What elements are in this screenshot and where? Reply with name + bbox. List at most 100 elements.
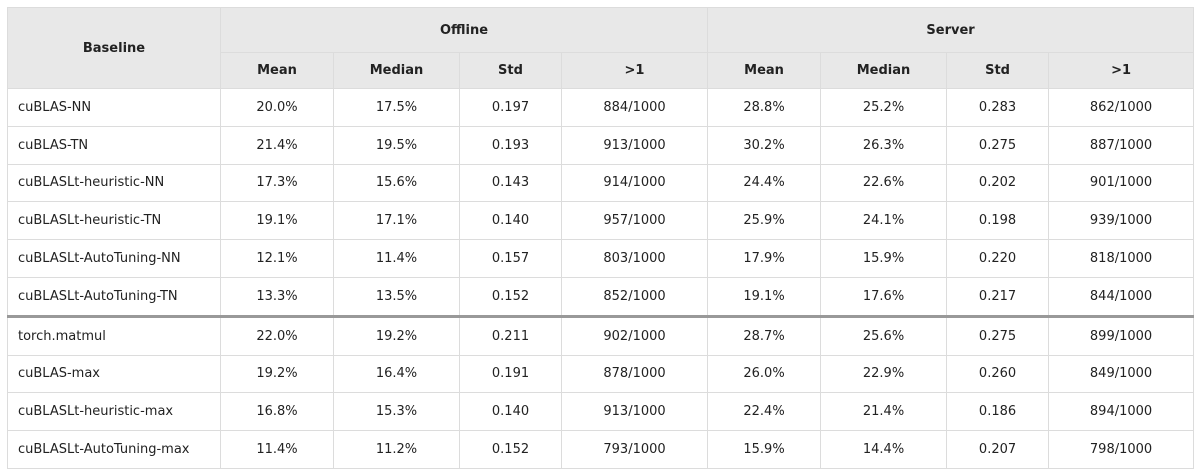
column-header: Mean xyxy=(220,52,334,89)
value-cell: 0.193 xyxy=(459,125,562,165)
value-cell: 939/1000 xyxy=(1048,201,1195,241)
value-cell: 957/1000 xyxy=(560,201,709,241)
value-cell: 0.207 xyxy=(946,430,1050,469)
baseline-cell: cuBLASLt-heuristic-max xyxy=(7,392,221,432)
value-cell: 22.9% xyxy=(820,354,948,394)
column-header: Std xyxy=(459,52,562,89)
table-header: Baseline Offline Server Mean Median Std >1 M… xyxy=(7,7,1195,89)
table-row: torch.matmul 22.0% 19.2% 0.211 902/1000 28.7%… xyxy=(7,314,1195,356)
baseline-cell: cuBLASLt-AutoTuning-TN xyxy=(7,276,221,317)
value-cell: 15.9% xyxy=(707,430,822,469)
group-header: Server xyxy=(707,7,1195,53)
value-cell: 25.9% xyxy=(707,201,822,241)
value-cell: 12.1% xyxy=(220,239,334,278)
value-cell: 11.4% xyxy=(220,430,334,469)
value-cell: 0.186 xyxy=(946,392,1050,432)
value-cell: 862/1000 xyxy=(1048,88,1195,127)
value-cell: 0.202 xyxy=(946,163,1050,203)
value-cell: 30.2% xyxy=(707,125,822,165)
value-cell: 913/1000 xyxy=(560,125,709,165)
table-body: cuBLAS-NN 20.0% 17.5% 0.197 884/1000 28.8% 25.… xyxy=(7,88,1195,469)
table-row: cuBLASLt-heuristic-max 16.8% 15.3% 0.140 913… xyxy=(7,392,1195,432)
column-header: >1 xyxy=(1048,52,1195,89)
baseline-header: Baseline xyxy=(7,7,221,89)
header-row: Baseline Offline Server xyxy=(7,7,1195,89)
column-header: Median xyxy=(333,52,460,89)
baseline-cell: cuBLASLt-heuristic-TN xyxy=(7,201,221,241)
header-row: Mean Median Std >1 Mean Median Std >1 xyxy=(8,52,1195,89)
value-cell: 28.7% xyxy=(707,314,822,356)
value-cell: 899/1000 xyxy=(1048,314,1195,356)
value-cell: 26.3% xyxy=(820,125,948,165)
value-cell: 20.0% xyxy=(220,88,334,127)
value-cell: 15.3% xyxy=(333,392,460,432)
group-header: Offline xyxy=(219,7,709,53)
value-cell: 19.5% xyxy=(333,125,460,165)
value-cell: 24.4% xyxy=(707,163,822,203)
value-cell: 11.4% xyxy=(333,239,460,278)
value-cell: 19.1% xyxy=(707,276,822,317)
table-row: cuBLASLt-AutoTuning-max 11.4% 11.2% 0.152 79… xyxy=(7,430,1195,469)
baseline-cell: cuBLASLt-AutoTuning-max xyxy=(7,430,221,469)
baseline-cell: torch.matmul xyxy=(7,314,221,356)
value-cell: 914/1000 xyxy=(560,163,709,203)
value-cell: 24.1% xyxy=(820,201,948,241)
value-cell: 849/1000 xyxy=(1048,354,1195,394)
value-cell: 17.9% xyxy=(707,239,822,278)
value-cell: 11.2% xyxy=(333,430,460,469)
value-cell: 0.143 xyxy=(459,163,562,203)
baseline-cell: cuBLAS-TN xyxy=(7,125,221,165)
value-cell: 25.6% xyxy=(820,314,948,356)
value-cell: 22.0% xyxy=(220,314,334,356)
value-cell: 852/1000 xyxy=(560,276,709,317)
value-cell: 0.217 xyxy=(946,276,1050,317)
baseline-cell: cuBLASLt-heuristic-NN xyxy=(7,163,221,203)
value-cell: 26.0% xyxy=(707,354,822,394)
value-cell: 17.5% xyxy=(333,88,460,127)
value-cell: 798/1000 xyxy=(1048,430,1195,469)
value-cell: 902/1000 xyxy=(560,314,709,356)
value-cell: 884/1000 xyxy=(560,88,709,127)
baseline-cell: cuBLAS-NN xyxy=(7,88,221,127)
value-cell: 901/1000 xyxy=(1048,163,1195,203)
value-cell: 0.140 xyxy=(459,201,562,241)
value-cell: 0.157 xyxy=(459,239,562,278)
table-row: cuBLASLt-AutoTuning-NN 12.1% 11.4% 0.157 803… xyxy=(7,239,1195,278)
column-header: Median xyxy=(820,52,948,89)
value-cell: 19.1% xyxy=(220,201,334,241)
value-cell: 16.4% xyxy=(333,354,460,394)
value-cell: 15.6% xyxy=(333,163,460,203)
value-cell: 0.198 xyxy=(946,201,1050,241)
value-cell: 13.3% xyxy=(220,276,334,317)
value-cell: 913/1000 xyxy=(560,392,709,432)
value-cell: 19.2% xyxy=(333,314,460,356)
value-cell: 0.152 xyxy=(459,430,562,469)
value-cell: 803/1000 xyxy=(560,239,709,278)
value-cell: 28.8% xyxy=(707,88,822,127)
column-header: Mean xyxy=(707,52,822,89)
value-cell: 25.2% xyxy=(820,88,948,127)
value-cell: 19.2% xyxy=(220,354,334,394)
value-cell: 22.6% xyxy=(820,163,948,203)
value-cell: 0.260 xyxy=(946,354,1050,394)
baseline-cell: cuBLAS-max xyxy=(7,354,221,394)
value-cell: 818/1000 xyxy=(1048,239,1195,278)
value-cell: 0.197 xyxy=(459,88,562,127)
value-cell: 894/1000 xyxy=(1048,392,1195,432)
table-container: Baseline Offline Server Mean Median Std >1 M… xyxy=(7,7,1195,469)
column-header: Std xyxy=(946,52,1050,89)
value-cell: 793/1000 xyxy=(560,430,709,469)
value-cell: 0.283 xyxy=(946,88,1050,127)
value-cell: 17.6% xyxy=(820,276,948,317)
column-header: >1 xyxy=(560,52,709,89)
value-cell: 887/1000 xyxy=(1048,125,1195,165)
value-cell: 0.275 xyxy=(946,125,1050,165)
value-cell: 21.4% xyxy=(820,392,948,432)
value-cell: 0.152 xyxy=(459,276,562,317)
value-cell: 17.1% xyxy=(333,201,460,241)
value-cell: 0.275 xyxy=(946,314,1050,356)
value-cell: 13.5% xyxy=(333,276,460,317)
value-cell: 15.9% xyxy=(820,239,948,278)
table-row: cuBLAS-NN 20.0% 17.5% 0.197 884/1000 28.8% 25.… xyxy=(7,88,1195,127)
value-cell: 0.191 xyxy=(459,354,562,394)
